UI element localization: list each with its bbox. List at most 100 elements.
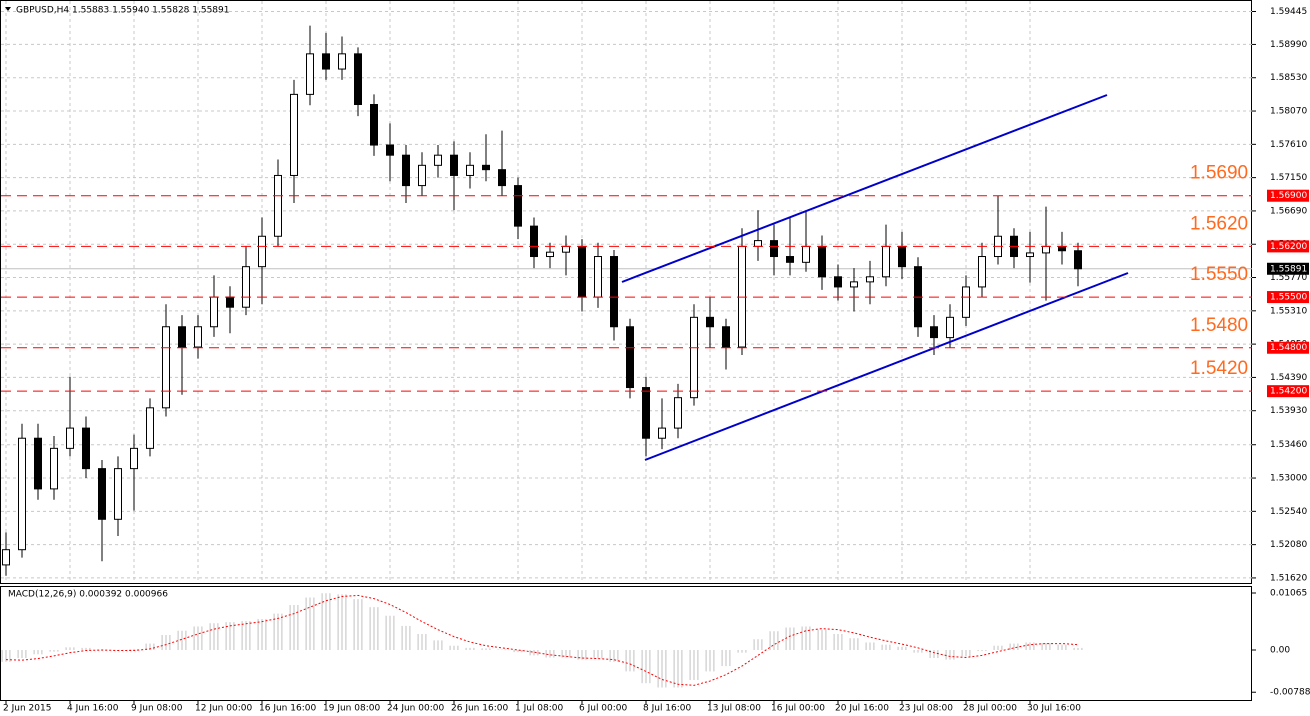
candle-body <box>658 427 666 439</box>
candle-body <box>722 326 730 348</box>
x-tick-label: 20 Jul 16:00 <box>835 704 889 714</box>
x-tick-label: 6 Jul 00:00 <box>579 704 628 714</box>
candle-body <box>178 326 186 348</box>
candle-body <box>242 266 250 308</box>
y-tick-label: -0.007887 <box>1270 688 1310 698</box>
candle-body <box>258 235 266 268</box>
candle-body <box>370 104 378 146</box>
channel-upper <box>621 94 1108 283</box>
x-tick-label: 2 Jun 2015 <box>3 704 51 714</box>
menu-arrow[interactable] <box>5 7 11 11</box>
candle-body <box>802 245 810 263</box>
candle-body <box>354 53 362 106</box>
candle-body <box>386 144 394 156</box>
y-tick-label: 1.58530 <box>1270 73 1307 83</box>
candle-body <box>1074 250 1082 270</box>
candle-body <box>146 407 154 449</box>
main-panel <box>0 0 1252 584</box>
candle-body <box>1042 245 1050 254</box>
level-price-box <box>1267 341 1309 354</box>
candle-body <box>498 169 506 187</box>
y-tick-label: 1.52080 <box>1270 540 1307 550</box>
candle-body <box>450 154 458 176</box>
x-tick-label: 16 Jul 00:00 <box>771 704 825 714</box>
candle-body <box>2 549 10 566</box>
level-price-box <box>1267 291 1309 304</box>
candle-body <box>114 468 122 520</box>
level-price-box <box>1267 385 1309 398</box>
candle-body <box>642 387 650 439</box>
level-label: 1.5480 <box>1190 315 1248 336</box>
current-price-box <box>1267 262 1309 275</box>
y-tick-label: 1.54390 <box>1270 373 1307 383</box>
y-tick-label: 1.57610 <box>1270 140 1307 150</box>
candle-body <box>786 256 794 263</box>
level-price-label: 1.54200 <box>1270 387 1307 397</box>
level-label: 1.5420 <box>1190 358 1248 379</box>
x-tick-label: 4 Jun 16:00 <box>67 704 119 714</box>
y-tick-label: 0.01065 <box>1270 588 1307 598</box>
candle-body <box>98 468 106 520</box>
candle-body <box>1026 252 1034 258</box>
candle-body <box>834 276 842 288</box>
candle-body <box>962 286 970 318</box>
candle-body <box>402 154 410 187</box>
candle-body <box>290 93 298 176</box>
candle-body <box>162 326 170 409</box>
x-tick-label: 26 Jun 16:00 <box>451 704 508 714</box>
signal-line <box>5 594 1079 686</box>
candle-body <box>562 245 570 253</box>
chart-title: GBPUSD,H4 1.55883 1.55940 1.55828 1.5589… <box>16 6 229 16</box>
candle-body <box>1058 245 1066 252</box>
y-tick-label: 1.52540 <box>1270 507 1307 517</box>
x-tick-label: 16 Jun 16:00 <box>259 704 316 714</box>
x-tick-label: 12 Jun 00:00 <box>195 704 252 714</box>
macd-title: MACD(12,26,9) 0.000392 0.000966 <box>8 590 168 600</box>
candle-body <box>130 447 138 470</box>
candle-body <box>226 296 234 308</box>
x-tick-label: 9 Jun 08:00 <box>131 704 183 714</box>
candle-body <box>770 240 778 258</box>
candle-body <box>66 427 74 449</box>
candle-body <box>546 251 554 258</box>
candle-body <box>850 281 858 288</box>
candle-body <box>626 326 634 389</box>
candle-body <box>50 447 58 490</box>
candle-body <box>946 316 954 339</box>
candle-body <box>978 256 986 288</box>
level-label: 1.5620 <box>1190 213 1248 234</box>
current-price-label: 1.55891 <box>1270 264 1307 274</box>
level-price-label: 1.54800 <box>1270 343 1307 353</box>
candle-body <box>418 164 426 187</box>
candle-body <box>194 326 202 348</box>
level-price-label: 1.55500 <box>1270 293 1307 303</box>
y-tick-label: 1.58990 <box>1270 40 1307 50</box>
level-price-box <box>1267 240 1309 253</box>
level-label: 1.5690 <box>1190 163 1248 184</box>
y-tick-label: 1.59445 <box>1270 7 1307 17</box>
y-tick-label: 0.00 <box>1270 646 1290 656</box>
x-tick-label: 19 Jun 08:00 <box>323 704 380 714</box>
candle-body <box>434 154 442 166</box>
candle-body <box>594 256 602 298</box>
x-tick-label: 24 Jun 00:00 <box>387 704 444 714</box>
candle-body <box>322 53 330 70</box>
marks <box>1 25 1083 688</box>
x-tick-label: 1 Jul 08:00 <box>515 704 564 714</box>
candle-body <box>882 245 890 278</box>
candle-body <box>306 53 314 95</box>
y-tick-label: 1.55310 <box>1270 306 1307 316</box>
x-tick-label: 8 Jul 16:00 <box>643 704 692 714</box>
candle-body <box>530 225 538 258</box>
y-tick-label: 1.56690 <box>1270 206 1307 216</box>
candle-body <box>482 164 490 171</box>
y-tick-label: 1.55770 <box>1270 273 1307 283</box>
candle-body <box>930 326 938 339</box>
y-tick-label: 1.53460 <box>1270 440 1307 450</box>
candle-body <box>898 245 906 268</box>
candle-body <box>466 164 474 176</box>
candle-body <box>706 316 714 328</box>
candle-body <box>338 53 346 70</box>
candle-body <box>34 437 42 490</box>
